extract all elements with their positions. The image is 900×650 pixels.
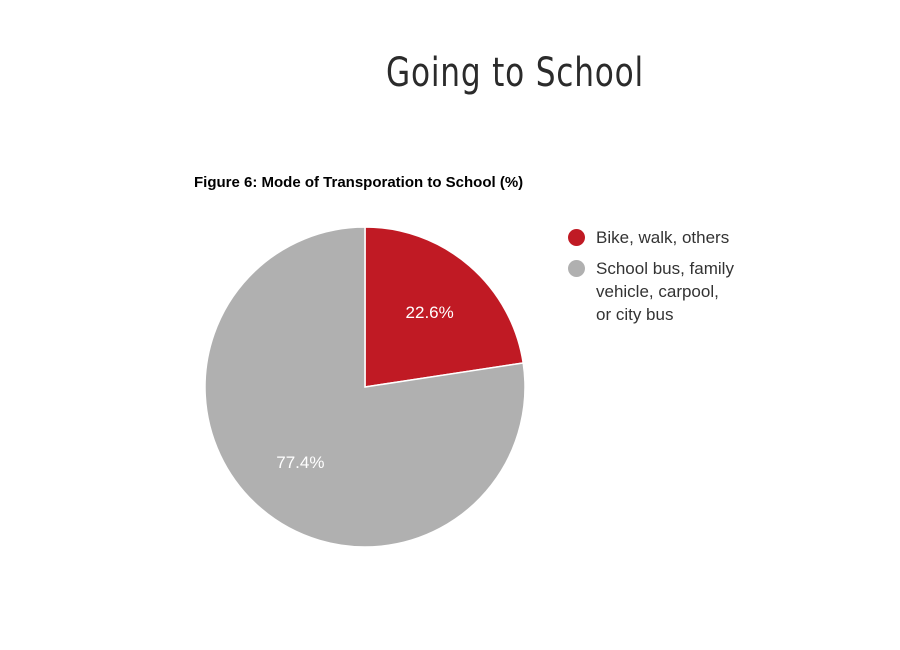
data-label-bike-walk: 22.6% [406, 303, 454, 322]
legend-item-school-bus: School bus, family vehicle, carpool, or … [568, 257, 738, 326]
legend-swatch-bike-walk [568, 229, 585, 246]
legend-label-bike-walk: Bike, walk, others [596, 228, 730, 247]
chart-title: Figure 6: Mode of Transporation to Schoo… [194, 174, 524, 191]
legend-swatch-school-bus [568, 260, 585, 277]
legend-label-school-bus: School bus, family vehicle, carpool, or … [596, 259, 734, 324]
pie-slice-school-bus [204, 226, 526, 548]
data-label-school-bus: 77.4% [276, 453, 324, 472]
legend: Bike, walk, others School bus, family ve… [568, 226, 738, 334]
legend-item-bike-walk: Bike, walk, others [568, 226, 738, 249]
slide-title: Going to School [386, 50, 644, 96]
pie-slice-bike-walk [364, 226, 525, 388]
